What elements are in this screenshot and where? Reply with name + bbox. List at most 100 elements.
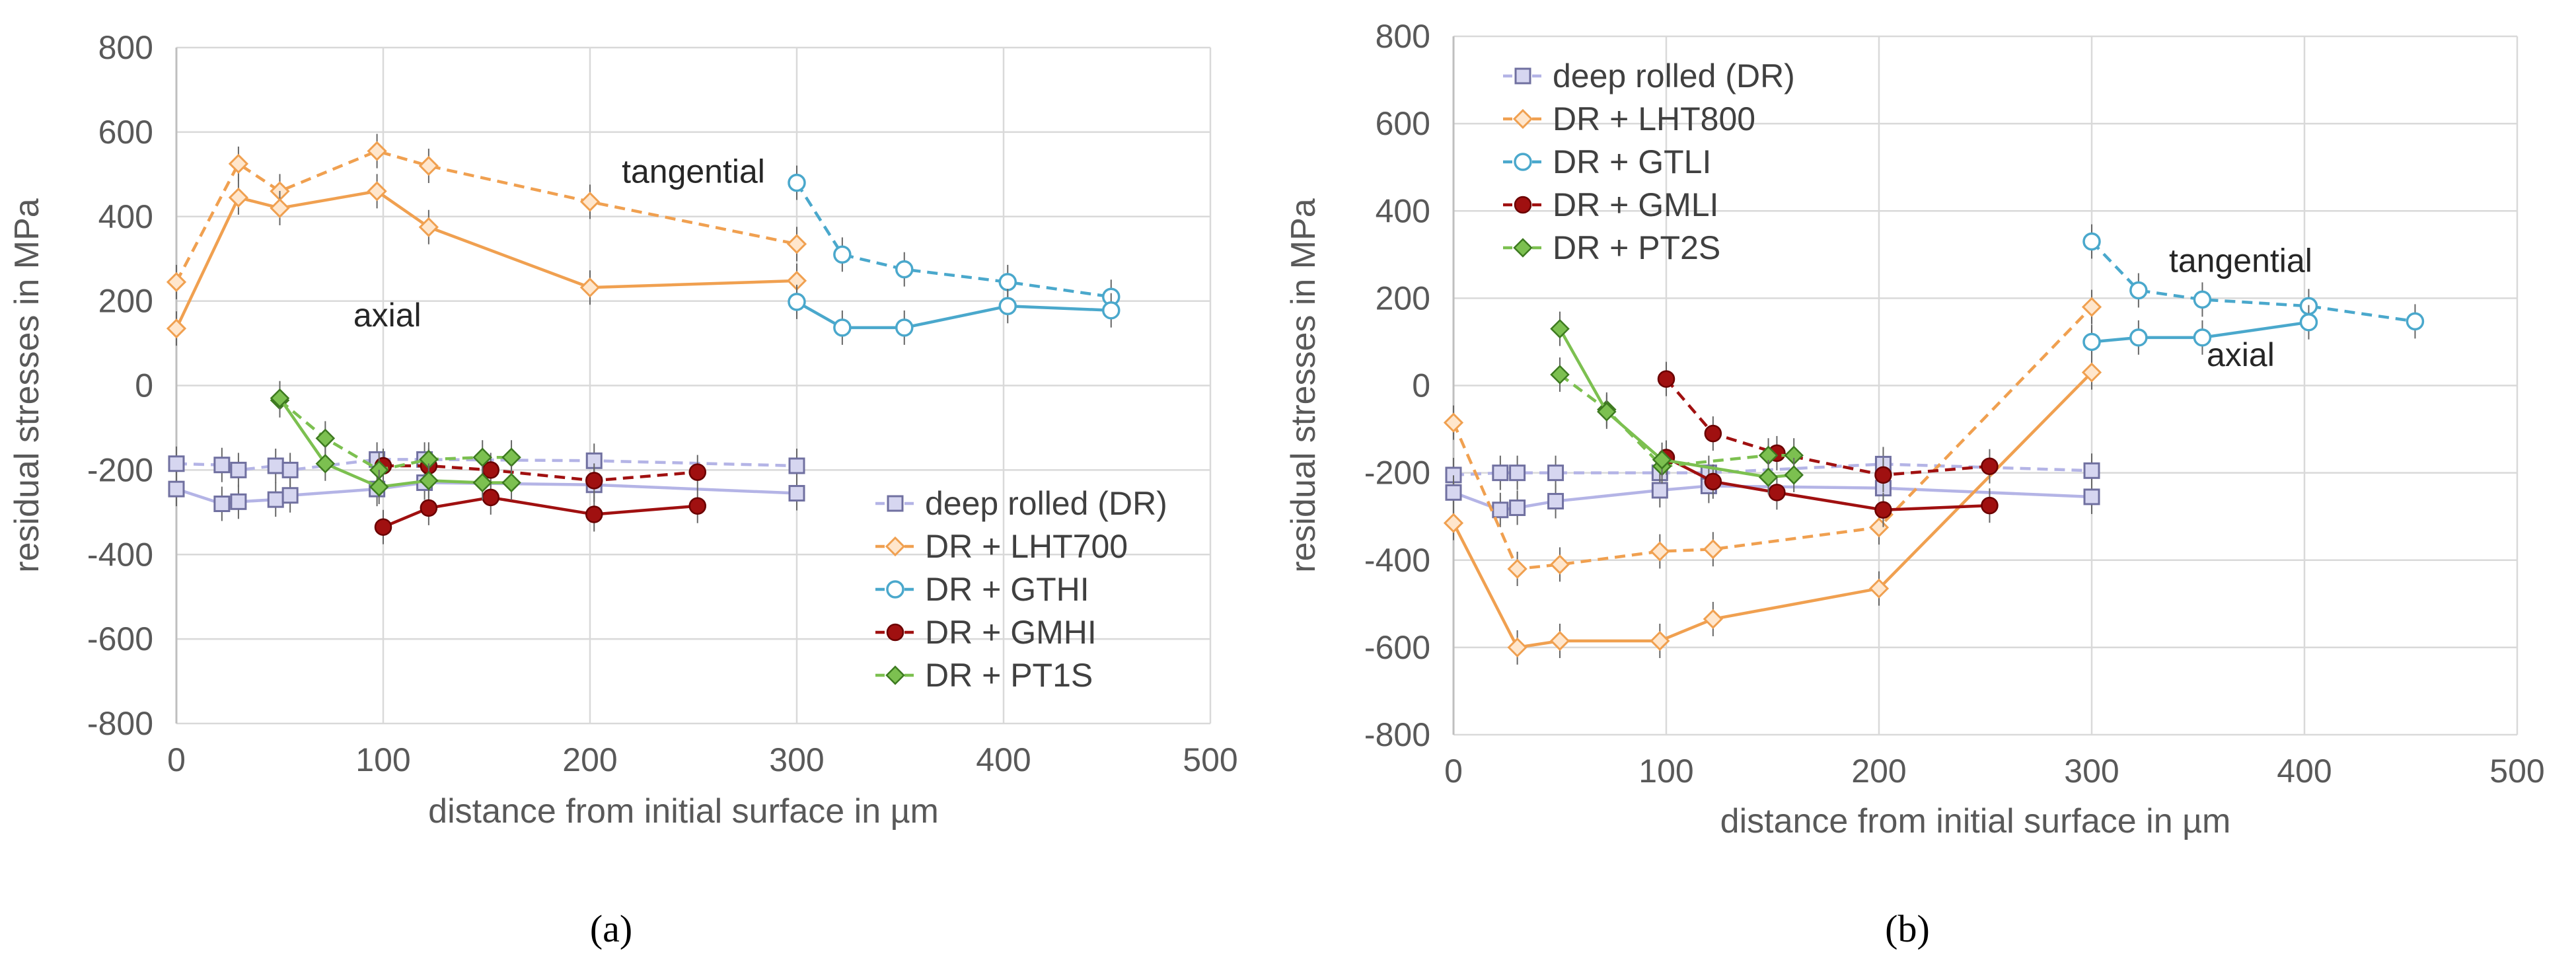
data-point xyxy=(833,245,852,264)
series-dr-pt2s xyxy=(1550,311,1804,495)
data-point xyxy=(419,470,439,491)
data-point xyxy=(270,198,290,219)
data-point xyxy=(1703,609,1723,630)
panel-caption: (b) xyxy=(1885,907,1930,950)
data-point xyxy=(1507,637,1527,657)
series-line xyxy=(1453,463,2092,477)
annotation-label: tangential xyxy=(2169,242,2312,279)
series-dr-lht700 xyxy=(166,174,807,346)
y-axis-title: residual stresses in MPa xyxy=(1284,198,1323,573)
data-point xyxy=(1874,466,1892,484)
x-tick-label: 500 xyxy=(1183,741,1237,778)
legend-entry-label: deep rolled (DR) xyxy=(925,485,1167,522)
data-point xyxy=(1868,517,1890,538)
data-point xyxy=(579,278,601,298)
series-line xyxy=(1559,328,1794,479)
data-point xyxy=(1868,578,1890,599)
data-point xyxy=(267,491,284,508)
data-point xyxy=(2083,488,2100,505)
data-point xyxy=(166,318,187,339)
data-point xyxy=(1547,493,1564,510)
data-point xyxy=(2406,312,2425,331)
data-point xyxy=(788,293,806,311)
data-point xyxy=(472,472,493,493)
data-point xyxy=(369,477,389,497)
data-point xyxy=(786,234,807,254)
x-tick-label: 500 xyxy=(2489,753,2544,790)
data-point xyxy=(1981,457,1999,475)
data-point xyxy=(315,454,336,474)
data-point xyxy=(418,217,439,237)
data-point xyxy=(2083,462,2100,479)
series-dr-gmhi xyxy=(374,480,707,544)
data-point xyxy=(367,141,387,161)
annotation-label: tangential xyxy=(622,153,765,190)
y-tick-label: 200 xyxy=(98,283,153,320)
series-dr-gtli xyxy=(2082,224,2425,339)
x-axis-title: distance from initial surface in µm xyxy=(428,792,939,831)
data-point xyxy=(501,472,521,493)
data-point xyxy=(1650,541,1670,562)
series-dr-gmli xyxy=(1657,361,1999,492)
data-point xyxy=(788,173,806,192)
data-point xyxy=(2129,328,2148,347)
data-point xyxy=(1549,554,1570,575)
x-tick-label: 400 xyxy=(2277,753,2332,790)
y-tick-label: -800 xyxy=(1364,716,1430,753)
x-tick-label: 300 xyxy=(2064,753,2119,790)
y-tick-label: -600 xyxy=(1364,629,1430,666)
legend-swatch-marker xyxy=(885,536,906,557)
series-dr-gthi xyxy=(788,165,1121,315)
data-point xyxy=(1652,450,1672,470)
data-point xyxy=(998,297,1017,316)
data-point xyxy=(281,487,299,504)
legend-swatch-marker xyxy=(1514,67,1531,85)
legend-entry-label: DR + GTLI xyxy=(1553,143,1711,180)
data-point xyxy=(374,518,392,536)
legend-swatch-marker xyxy=(886,580,904,599)
y-tick-label: 0 xyxy=(1412,367,1430,404)
data-point xyxy=(585,472,603,490)
data-point xyxy=(895,260,914,279)
series-line xyxy=(2091,320,2309,344)
data-point xyxy=(166,272,187,292)
data-point xyxy=(230,461,247,478)
data-point xyxy=(1651,482,1668,499)
data-point xyxy=(501,447,521,467)
y-tick-label: 800 xyxy=(98,29,153,66)
data-point xyxy=(1550,365,1570,385)
legend-entry-label: DR + GTHI xyxy=(925,571,1089,608)
y-axis-title: residual stresses in MPa xyxy=(8,198,46,573)
legend-swatch-marker xyxy=(1512,108,1533,130)
data-point xyxy=(482,461,500,479)
data-point xyxy=(2129,281,2148,300)
legend-swatch-marker xyxy=(885,665,905,685)
y-tick-label: -400 xyxy=(87,536,153,573)
data-point xyxy=(788,457,805,474)
data-point xyxy=(1509,464,1526,482)
y-tick-label: 200 xyxy=(1376,279,1430,316)
y-tick-label: 400 xyxy=(98,198,153,235)
legend-swatch-marker xyxy=(887,495,904,512)
legend-entry-label: deep rolled (DR) xyxy=(1553,57,1795,94)
data-point xyxy=(315,428,336,449)
data-point xyxy=(1704,424,1722,443)
data-point xyxy=(230,493,247,510)
data-point xyxy=(2299,313,2318,332)
data-point xyxy=(267,457,284,474)
y-tick-label: 0 xyxy=(135,367,153,404)
data-point xyxy=(1492,501,1509,519)
y-tick-label: 400 xyxy=(1376,192,1430,229)
data-point xyxy=(1657,370,1675,388)
data-point xyxy=(1550,318,1570,339)
series-line xyxy=(278,397,512,489)
y-tick-label: 600 xyxy=(1376,105,1430,142)
y-tick-label: -200 xyxy=(1364,455,1430,492)
legend-swatch-marker xyxy=(886,623,904,642)
data-point xyxy=(688,497,707,515)
data-point xyxy=(2193,290,2212,309)
data-point xyxy=(2081,297,2102,317)
annotation-label: axial xyxy=(353,297,422,334)
